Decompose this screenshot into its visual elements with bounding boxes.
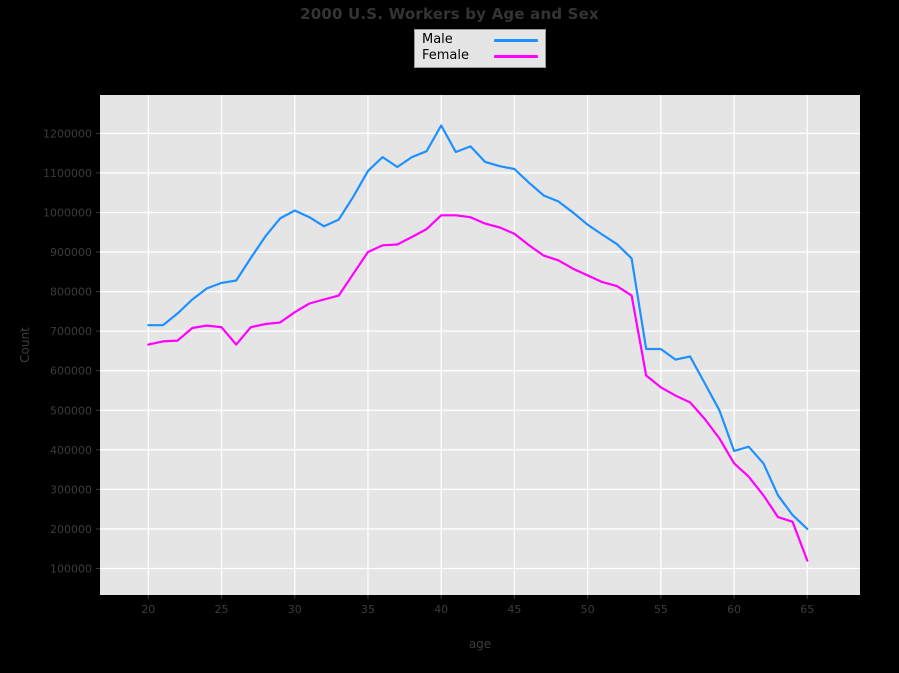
y-tick-label: 300000 — [50, 483, 92, 496]
chart-title: 2000 U.S. Workers by Age and Sex — [300, 5, 599, 23]
female-line-swatch — [494, 54, 538, 58]
x-tick-label: 40 — [434, 603, 448, 616]
legend-item-female: Female — [422, 48, 538, 64]
x-tick-label: 45 — [507, 603, 521, 616]
x-tick-label: 55 — [654, 603, 668, 616]
legend-label-female: Female — [422, 48, 470, 63]
x-tick-label: 65 — [800, 603, 814, 616]
x-tick-label: 20 — [141, 603, 155, 616]
x-tick-label: 35 — [361, 603, 375, 616]
y-tick-label: 500000 — [50, 404, 92, 417]
x-tick-label: 60 — [727, 603, 741, 616]
y-tick-label: 700000 — [50, 325, 92, 338]
male-line-swatch — [494, 38, 538, 42]
x-axis-title: age — [468, 637, 492, 651]
female-line — [147, 214, 809, 562]
male-line — [147, 124, 809, 531]
y-tick-label: 1100000 — [43, 167, 92, 180]
y-tick-label: 400000 — [50, 444, 92, 457]
plot-panel — [100, 95, 860, 595]
y-tick-label: 600000 — [50, 365, 92, 378]
legend: Male Female — [414, 29, 546, 68]
y-tick-label: 200000 — [50, 523, 92, 536]
x-tick-label: 30 — [288, 603, 302, 616]
y-tick-label: 800000 — [50, 286, 92, 299]
y-tick-label: 1000000 — [43, 206, 92, 219]
y-tick-label: 900000 — [50, 246, 92, 259]
legend-label-male: Male — [422, 32, 453, 47]
x-tick-label: 50 — [581, 603, 595, 616]
x-tick-label: 25 — [215, 603, 229, 616]
y-tick-label: 1200000 — [43, 127, 92, 140]
y-axis-title: Count — [18, 327, 32, 363]
y-tick-label: 100000 — [50, 562, 92, 575]
legend-item-male: Male — [422, 32, 538, 48]
